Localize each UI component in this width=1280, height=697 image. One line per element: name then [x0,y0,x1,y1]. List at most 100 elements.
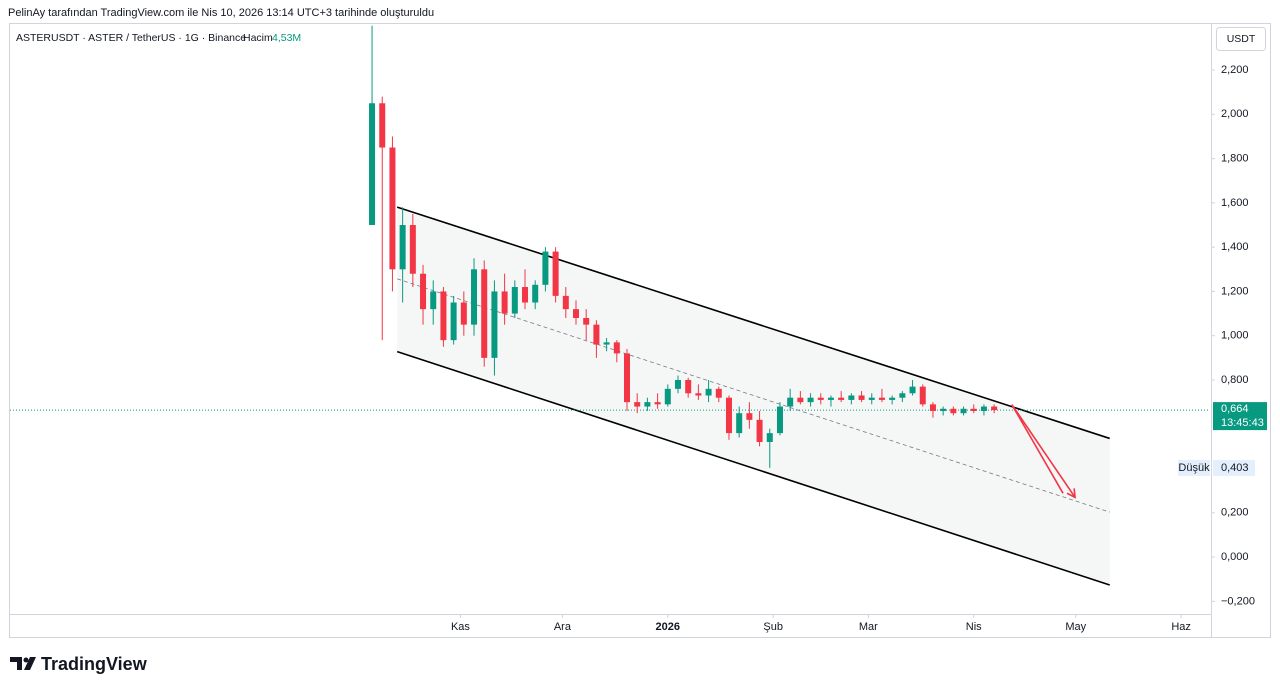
candle-body [838,397,845,400]
low-value: 0,403 [1221,462,1249,474]
candle-body [389,147,396,270]
candle-body [787,397,794,407]
candle-body [542,251,549,285]
x-tick-label: Nis [966,621,982,633]
candle-body [929,404,936,411]
channel-fill [397,207,1110,585]
candle-body [705,388,712,396]
candle-body [603,342,610,345]
candle-body [399,225,406,270]
candle-body [736,413,743,434]
y-tick-label: 0,000 [1221,551,1249,563]
symbol: ASTERUSDT · ASTER / TetherUS · 1G · Bina… [16,32,246,44]
candle-body [613,342,620,354]
currency[interactable]: USDT [1227,33,1256,45]
x-tick-label: Kas [451,621,470,633]
candle-body [420,273,427,310]
candle-body [797,397,804,403]
logo [10,657,36,670]
candle-body [950,408,957,414]
brand: TradingView [41,654,148,674]
y-tick-label: 0,800 [1221,374,1249,386]
candle-body [460,302,467,325]
currency-box[interactable] [1216,27,1266,51]
y-tick-label: 2,200 [1221,64,1249,76]
candle-body [919,386,926,405]
candle-body [868,397,875,400]
channel-upper [396,206,1110,440]
candle-body [369,103,376,226]
candle-body [725,397,732,434]
candle-body [766,433,773,442]
candle-body [491,291,498,358]
candle-body [481,269,488,358]
volume-label: Hacim [243,32,273,44]
candle-body [715,388,722,398]
x-tick-label: May [1065,621,1086,633]
volume: 4,53M [272,32,301,44]
candle-body [685,379,692,394]
last-price-box [1213,402,1267,431]
candle-body [746,413,753,420]
candle-body [430,291,437,310]
candle-body [664,388,671,405]
candle-body [634,402,641,407]
y-tick-label: 1,000 [1221,330,1249,342]
candle-body [848,395,855,400]
candle-body [379,103,386,148]
y-tick-label: 2,000 [1221,108,1249,120]
candle-body [960,408,967,414]
candle-body [511,287,518,314]
candle-body [980,406,987,411]
candle-body [889,397,896,400]
credit: PelinAy tarafından TradingView.com ile N… [8,7,434,19]
candle-body [501,291,508,314]
candle-body [991,406,998,411]
x-tick-label: Mar [859,621,878,633]
y-tick-label: 1,600 [1221,197,1249,209]
x-tick-label: Haz [1171,621,1191,633]
x-tick-label: Ara [554,621,572,633]
arrow [1011,404,1076,498]
y-tick-label: 1,200 [1221,285,1249,297]
channel-lower [396,350,1110,586]
y-tick-label: −0,200 [1221,595,1255,607]
candle-body [695,393,702,396]
candle-body [573,309,580,319]
countdown: 13:45:43 [1221,417,1264,429]
candle-body [674,379,681,389]
candle-body [471,269,478,325]
candle-body [970,408,977,411]
candle-body [450,302,457,341]
last-price-label: 0,664 [1221,403,1249,415]
candle-body [532,284,539,303]
candle-body [644,402,651,407]
x-tick-label: Şub [763,621,783,633]
candle-body [776,406,783,434]
candle-body [827,397,834,400]
candle-body [817,397,824,400]
candle-body [756,419,763,442]
candle-body [940,408,947,411]
x-tick-label: 2026 [656,621,680,633]
candle-body [807,397,814,403]
y-tick-label: 0,200 [1221,507,1249,519]
arrow-head [1066,488,1076,499]
candle-body [654,402,661,405]
y-tick-label: 1,800 [1221,153,1249,165]
candle-body [583,318,590,325]
candle-body [409,225,416,274]
candle-body [593,324,600,345]
frame [9,23,1271,638]
low-name-box [1178,459,1210,476]
channel-middle [397,278,1110,513]
candle-body [440,291,447,341]
candle-body [623,353,630,403]
low-name: Düşük [1178,462,1210,474]
candle-body [909,386,916,394]
candle-body [878,397,885,400]
candle-body [522,287,529,303]
y-tick-label: 1,400 [1221,241,1249,253]
candle-body [899,393,906,398]
